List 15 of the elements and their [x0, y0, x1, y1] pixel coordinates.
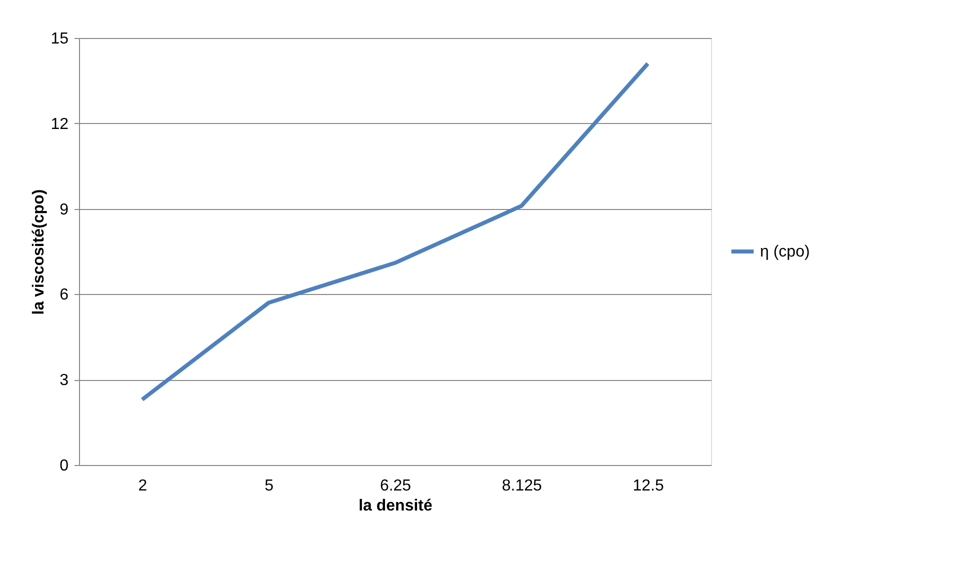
y-tick-label: 15	[50, 30, 69, 48]
y-tick-label: 6	[60, 286, 69, 304]
y-tick-label: 0	[60, 458, 69, 474]
x-tick-label: 8.125	[502, 478, 542, 494]
x-axis-title: la densité	[358, 498, 432, 514]
x-tick-label: 6.25	[380, 478, 412, 494]
y-tick-label: 9	[60, 201, 69, 218]
y-tick-label: 12	[50, 116, 69, 133]
y-axis-title: la viscosité(cpo)	[30, 189, 48, 315]
x-tick-label: 2	[138, 478, 148, 494]
y-tick-label: 3	[60, 372, 69, 390]
legend-label: η (cpo)	[760, 244, 810, 260]
x-tick-label: 5	[264, 478, 274, 494]
line-series	[140, 62, 650, 402]
x-tick-label: 12.5	[632, 478, 664, 494]
